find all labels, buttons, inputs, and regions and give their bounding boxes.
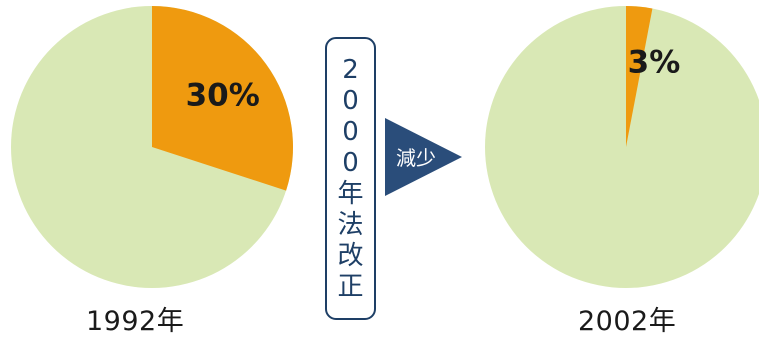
arrow-shape xyxy=(385,118,462,196)
law-revision-char: 2 xyxy=(342,54,359,85)
pie-chart-1992: 30% xyxy=(11,6,294,288)
decrease-arrow: 減少 xyxy=(385,118,462,196)
year-label-2002: 2002年 xyxy=(578,306,677,337)
law-revision-char: 0 xyxy=(342,116,359,147)
law-revision-char: 改 xyxy=(337,240,364,271)
pie-chart-2002: 3% xyxy=(485,6,759,288)
year-label-1992: 1992年 xyxy=(86,306,185,337)
law-revision-char: 0 xyxy=(342,147,359,178)
decrease-label: 減少 xyxy=(396,146,436,170)
law-revision-char: 正 xyxy=(337,271,364,302)
pie-percent-label: 30% xyxy=(186,78,260,114)
pie-slice-rest xyxy=(485,6,759,288)
pie-percent-label: 3% xyxy=(628,44,681,80)
law-revision-char: 0 xyxy=(342,85,359,116)
law-revision-char: 年 xyxy=(337,178,364,209)
pie-slice-share xyxy=(626,6,653,147)
pie-slice-share xyxy=(152,6,294,191)
law-revision-char: 法 xyxy=(337,209,364,240)
